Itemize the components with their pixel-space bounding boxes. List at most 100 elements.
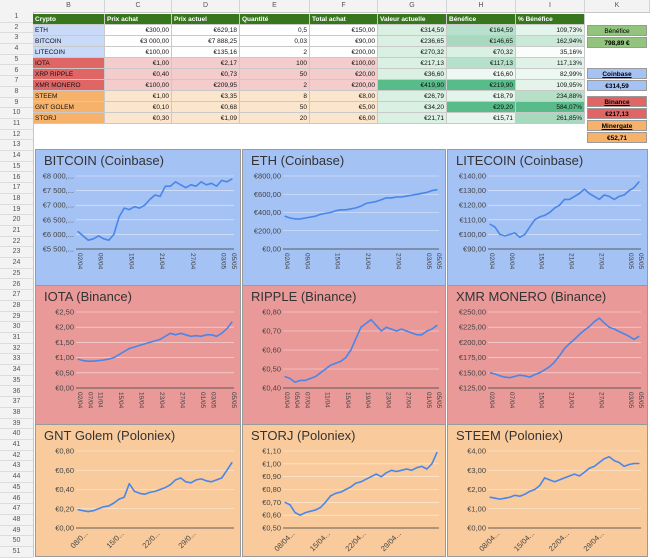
row-number[interactable]: 37 — [0, 397, 33, 408]
row-number[interactable]: 1 — [0, 12, 33, 23]
data-point — [539, 372, 541, 374]
row-number[interactable]: 50 — [0, 536, 33, 547]
row-number[interactable]: 31 — [0, 333, 33, 344]
row-number[interactable]: 17 — [0, 183, 33, 194]
data-point — [618, 330, 620, 333]
data-point — [618, 461, 620, 464]
data-point — [174, 181, 177, 183]
row-number[interactable]: 33 — [0, 354, 33, 366]
row-number[interactable]: 13 — [0, 140, 33, 152]
row-number[interactable]: 12 — [0, 130, 33, 141]
data-point — [539, 485, 541, 487]
data-point — [77, 358, 79, 360]
row-number[interactable]: 7 — [0, 76, 33, 87]
row-number[interactable]: 47 — [0, 504, 33, 515]
data-point — [92, 510, 94, 512]
row-number[interactable]: 34 — [0, 365, 33, 376]
row-number[interactable]: 11 — [0, 119, 33, 130]
row-number[interactable]: 29 — [0, 312, 33, 323]
row-number[interactable]: 24 — [0, 258, 33, 269]
column-header[interactable]: C — [105, 0, 172, 12]
column-header[interactable]: I — [516, 0, 585, 12]
data-point — [128, 483, 130, 485]
row-number[interactable]: 8 — [0, 87, 33, 98]
table-cell: €270,32 — [378, 47, 447, 58]
x-tick-label: 27/04 — [189, 253, 196, 270]
data-point — [504, 376, 506, 378]
column-header[interactable]: D — [172, 0, 240, 12]
column-header[interactable]: K — [585, 0, 650, 12]
data-point — [128, 347, 130, 350]
row-number[interactable]: 23 — [0, 247, 33, 259]
row-number[interactable]: 41 — [0, 440, 33, 451]
y-tick-label: €1,50 — [55, 338, 74, 347]
column-header[interactable]: H — [447, 0, 516, 12]
row-number[interactable]: 16 — [0, 173, 33, 184]
row-number[interactable]: 38 — [0, 408, 33, 419]
x-tick-label: 08/04... — [477, 529, 501, 553]
y-tick-label: €140,00 — [459, 172, 486, 181]
row-number[interactable]: 22 — [0, 237, 33, 248]
row-number[interactable]: 32 — [0, 344, 33, 355]
data-point — [97, 235, 100, 237]
row-number[interactable]: 30 — [0, 322, 33, 333]
row-number[interactable]: 42 — [0, 451, 33, 462]
row-number[interactable]: 25 — [0, 269, 33, 280]
row-number[interactable]: 21 — [0, 226, 33, 237]
row-number[interactable]: 5 — [0, 55, 33, 66]
row-number[interactable]: 48 — [0, 515, 33, 526]
row-number[interactable]: 28 — [0, 301, 33, 312]
row-number[interactable]: 19 — [0, 205, 33, 216]
column-header[interactable]: B — [33, 0, 105, 12]
row-number[interactable]: 45 — [0, 483, 33, 494]
row-number[interactable]: 4 — [0, 44, 33, 55]
exchange-name-binance: Binance — [587, 96, 647, 107]
row-number[interactable]: 35 — [0, 376, 33, 387]
data-point — [200, 478, 202, 480]
x-tick-label: 01/05 — [425, 392, 432, 409]
data-point — [499, 498, 501, 500]
data-point — [573, 473, 575, 475]
data-point — [426, 330, 428, 332]
row-number[interactable]: 51 — [0, 547, 33, 558]
column-header[interactable]: G — [378, 0, 447, 12]
y-tick-label: €0,00 — [55, 384, 74, 393]
row-number[interactable]: 26 — [0, 280, 33, 291]
row-number[interactable]: 10 — [0, 108, 33, 119]
data-point — [350, 349, 352, 351]
data-point — [355, 482, 357, 484]
row-number[interactable]: 3 — [0, 33, 33, 45]
row-number[interactable]: 44 — [0, 472, 33, 483]
y-tick-label: €1,00 — [467, 504, 486, 513]
data-point — [149, 491, 151, 493]
series-line — [77, 178, 233, 241]
crypto-name-cell: XRP RIPPLE — [33, 69, 105, 80]
row-number[interactable]: 27 — [0, 290, 33, 301]
row-number[interactable]: 6 — [0, 66, 33, 77]
row-number[interactable]: 39 — [0, 419, 33, 430]
row-number[interactable]: 9 — [0, 98, 33, 109]
column-header[interactable]: F — [310, 0, 378, 12]
data-point — [103, 359, 105, 361]
data-point — [554, 481, 556, 483]
row-number[interactable]: 49 — [0, 526, 33, 537]
data-point — [558, 355, 561, 357]
row-number[interactable]: 46 — [0, 494, 33, 505]
benefice-total: 798,89 € — [587, 37, 647, 48]
table-cell: €150,00 — [310, 25, 378, 36]
data-point — [365, 322, 367, 324]
row-number[interactable]: 15 — [0, 162, 33, 173]
data-point — [284, 501, 286, 503]
row-number[interactable]: 2 — [0, 23, 33, 34]
column-header[interactable]: E — [240, 0, 310, 12]
row-number[interactable]: 14 — [0, 151, 33, 162]
row-number[interactable]: 40 — [0, 429, 33, 440]
row-number[interactable]: 43 — [0, 461, 33, 473]
x-tick-label: 08/04... — [272, 529, 296, 553]
row-number[interactable]: 18 — [0, 194, 33, 205]
row-number[interactable]: 36 — [0, 387, 33, 398]
row-number[interactable]: 20 — [0, 215, 33, 226]
data-point — [289, 504, 291, 506]
data-point — [593, 465, 595, 467]
data-point — [355, 338, 357, 340]
